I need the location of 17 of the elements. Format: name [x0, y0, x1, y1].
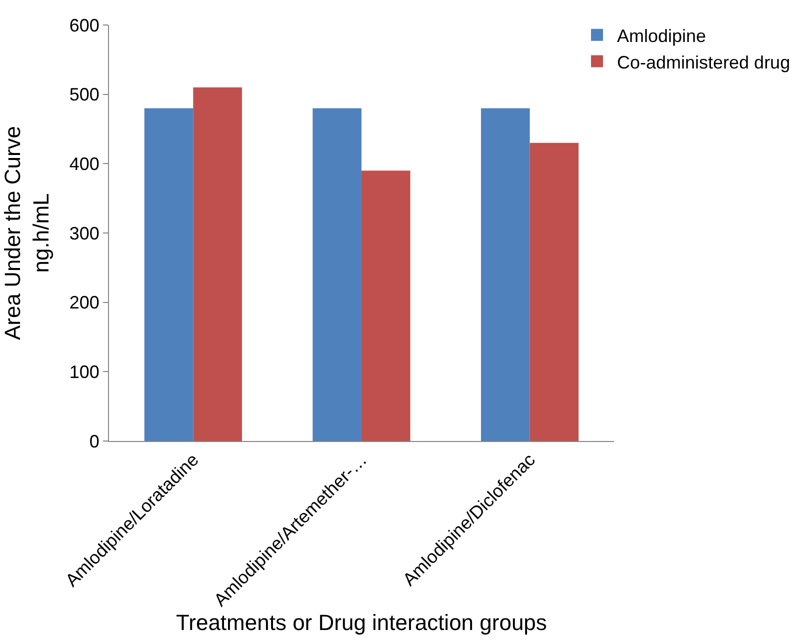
y-tick-label: 200 — [69, 292, 100, 313]
y-tick-label: 300 — [69, 223, 100, 244]
x-axis-title: Treatments or Drug interaction groups — [176, 610, 547, 636]
y-tick-label: 600 — [69, 15, 100, 36]
bar — [312, 108, 362, 441]
y-tick-label: 500 — [69, 84, 100, 105]
bar — [193, 87, 242, 441]
legend-label: Amlodipine — [617, 26, 706, 46]
y-tick-label: 400 — [69, 154, 100, 174]
y-axis-title: Area Under the Curve ng.h/mL — [0, 126, 54, 340]
bar — [480, 108, 530, 441]
bar — [144, 108, 194, 441]
bar — [530, 142, 579, 441]
legend-label: Co-administered drug — [617, 52, 790, 72]
y-tick-label: 100 — [69, 362, 100, 382]
y-tick-label: 0 — [89, 431, 100, 452]
bar — [361, 170, 410, 441]
